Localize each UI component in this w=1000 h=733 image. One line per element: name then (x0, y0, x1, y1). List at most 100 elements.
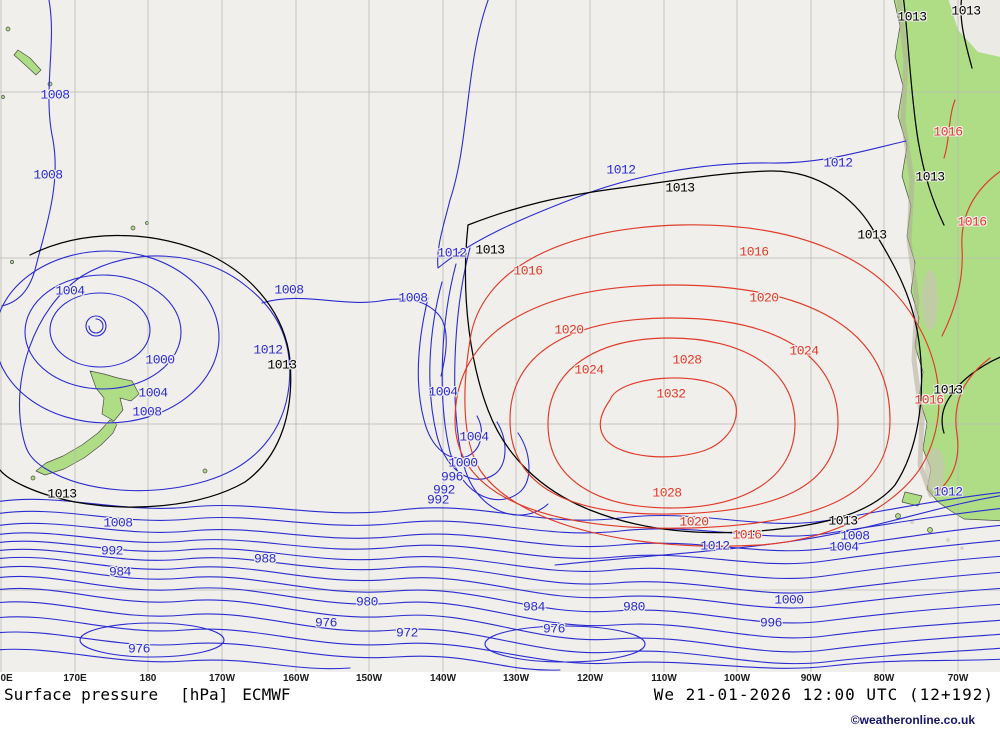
land-islet (960, 546, 964, 550)
contour-label: 1004 (55, 283, 85, 299)
contour-label: 976 (543, 621, 565, 637)
contour-label: 1013 (267, 357, 297, 373)
isobars-reference (0, 0, 1000, 534)
landmasses (1, 0, 1000, 550)
axis-tick-80W: 80W (873, 673, 895, 684)
contour-label: 1013 (47, 486, 77, 502)
contour-label: 996 (441, 469, 463, 485)
title-bar: Surface pressure [hPa] ECMWF We 21-01-20… (4, 685, 994, 704)
contour-label: 1008 (274, 282, 304, 298)
contour-label: 1016 (739, 244, 769, 260)
axis-tick-140W: 140W (429, 673, 457, 684)
contour-label: 1004 (459, 429, 489, 445)
contour-label: 1012 (253, 342, 283, 358)
contour-label: 1008 (398, 290, 428, 306)
contour-label: 1008 (103, 515, 133, 531)
land-nz-north-island (89, 370, 140, 422)
contour-label: 1004 (428, 384, 458, 400)
land-islet (946, 538, 950, 542)
copyright: ©weatheronline.co.uk (850, 713, 975, 727)
land-stewart-island (30, 475, 36, 481)
contour-label: 1024 (789, 343, 819, 359)
andes-glacier-patch (925, 448, 945, 492)
contour-label: 996 (760, 615, 782, 631)
contour-label: 1020 (749, 290, 779, 306)
axis-tick-160W: 160W (282, 673, 310, 684)
axis-tick-110W: 110W (651, 673, 677, 684)
contour-label: 1028 (652, 485, 682, 501)
axis-tick-130W: 130W (502, 673, 530, 684)
contour-label: 1000 (145, 352, 175, 368)
contour-label: 1008 (40, 87, 70, 103)
andes-ridge (896, 0, 934, 498)
contour-label: 1004 (829, 539, 859, 555)
land-islet (927, 527, 933, 533)
contour-label: 1032 (656, 386, 686, 402)
contour-label: 1016 (914, 392, 944, 408)
contour-label: 992 (101, 543, 123, 559)
land-fuego-fragment (901, 491, 923, 507)
isobars-high (454, 99, 1000, 547)
axis-tick-70W: 70W (947, 673, 969, 684)
land-islet (10, 260, 14, 264)
contour-labels: 1008 1008 1012 1012 1012 1008 1008 1004 1000 1012… (33, 3, 987, 657)
contour-label: 980 (623, 599, 645, 615)
contour-label: 1013 (828, 513, 858, 529)
contour-label: 980 (356, 594, 378, 610)
isobars-low (0, 0, 1000, 671)
low-center-spiral-icon (88, 318, 104, 334)
contour-label: 1012 (823, 155, 853, 171)
contour-label: 972 (396, 625, 418, 641)
land-new-caledonia (13, 49, 42, 76)
axis-tick-150W: 150W (355, 673, 383, 684)
contour-label: 1016 (933, 124, 963, 140)
andes-glacier-patch (922, 270, 938, 330)
contour-label: 1000 (774, 592, 804, 608)
contour-label: 1012 (606, 162, 636, 178)
contour-label: 1013 (897, 9, 927, 25)
contour-label: 976 (128, 641, 150, 657)
contour-label: 1004 (138, 385, 168, 401)
pressure-map: 1008 1008 1012 1012 1012 1008 1008 1004 1000 1012… (0, 0, 1000, 672)
product-title: Surface pressure (4, 685, 159, 704)
land-islet (1, 95, 5, 99)
contour-label: 1013 (857, 227, 887, 243)
contour-label: 1012 (700, 538, 730, 554)
axis-tick-180: 180 (139, 673, 157, 684)
contour-label: 1024 (574, 362, 604, 378)
contour-label: 1020 (554, 322, 584, 338)
contour-label: 992 (433, 482, 455, 498)
contour-label: 1016 (957, 214, 987, 230)
contour-label: 1020 (679, 514, 709, 530)
axis-tick-100W: 100W (723, 673, 751, 684)
low-center-spiral-icon (85, 315, 107, 337)
valid-time: We 21-01-2026 12:00 UTC (12+192) (653, 685, 994, 704)
land-islet (130, 225, 136, 231)
contour-label: 992 (427, 492, 449, 508)
contour-label: 984 (109, 564, 131, 580)
pressure-map-canvas (0, 0, 1000, 672)
axis-tick-170W: 170W (208, 673, 236, 684)
contour-label: 1016 (732, 527, 762, 543)
contour-label: 1013 (951, 3, 981, 19)
contour-label: 1016 (513, 263, 543, 279)
contour-label: 1013 (933, 382, 963, 398)
contour-label: 1000 (448, 455, 478, 471)
contour-label: 1012 (437, 245, 467, 261)
contour-label: 1013 (915, 169, 945, 185)
contour-label: 1012 (933, 484, 963, 500)
axis-tick-170E: 170E (63, 673, 87, 684)
contour-label: 1013 (665, 180, 695, 196)
land-islet (5, 26, 11, 32)
axis-tick-120W: 120W (576, 673, 604, 684)
contour-label: 1008 (132, 404, 162, 420)
model-label: ECMWF (242, 685, 291, 704)
units-label: [hPa] (180, 685, 229, 704)
axis-tick-90W: 90W (800, 673, 822, 684)
land-nz-south-island (35, 419, 118, 476)
contour-label: 1008 (33, 167, 63, 183)
